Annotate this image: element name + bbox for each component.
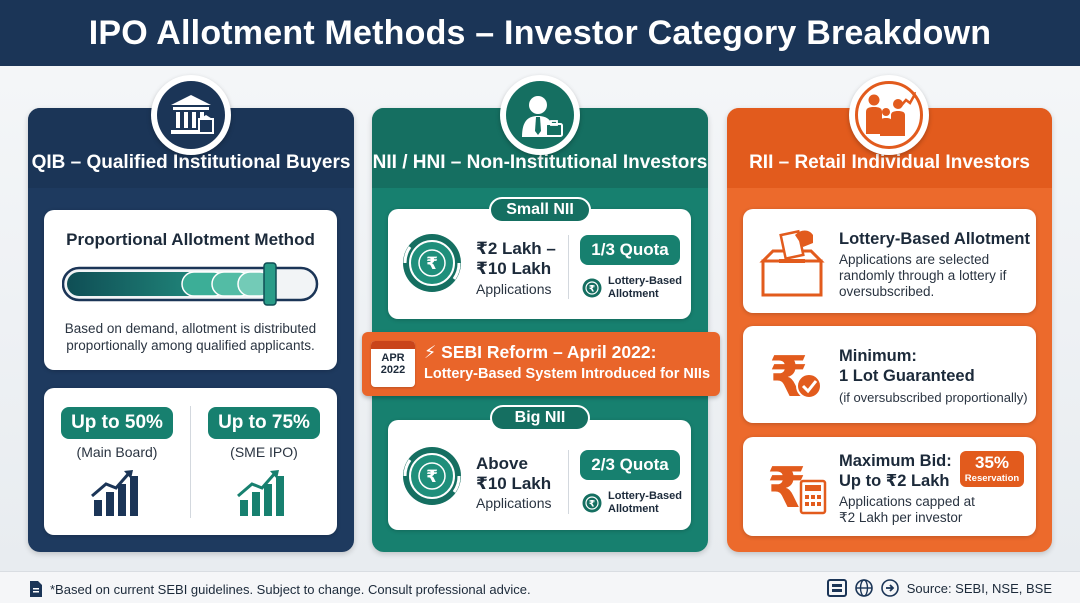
page-header: IPO Allotment Methods – Investor Categor… (0, 0, 1080, 66)
footer-disclaimer: *Based on current SEBI guidelines. Subje… (28, 580, 531, 598)
rii-lottery-card: Lottery-Based Allotment Applications are… (743, 209, 1036, 313)
rii-title: RII – Retail Individual Investors (749, 152, 1030, 173)
rii-minimum-card: ₹ Minimum: 1 Lot Guaranteed (if oversubs… (743, 326, 1036, 423)
main-board-label: (Main Board) (76, 444, 158, 460)
qib-title: QIB – Qualified Institutional Buyers (31, 152, 351, 173)
main-board-quota: Up to 50% (61, 407, 173, 439)
qib-badge (151, 75, 231, 155)
arrow-circle-icon (880, 579, 899, 597)
big-nii-tag: Big NII (490, 405, 590, 431)
rupee-check-icon: ₹ (765, 344, 825, 410)
big-nii-method: ₹ Lottery-Based Allotment (582, 490, 682, 516)
big-nii-applications: Applications (476, 495, 552, 511)
svg-text:₹: ₹ (426, 254, 438, 274)
growth-chart-icon (234, 470, 292, 523)
minimum-desc: (if oversubscribed proportionally) (839, 390, 1028, 405)
proportional-method-title: Proportional Allotment Method (66, 230, 315, 249)
rii-maximum-card: ₹ Maximum Bid: Up to ₹2 Lakh Application… (743, 437, 1036, 536)
reservation-percent: 35% (974, 453, 1010, 472)
small-nii-divider (568, 235, 569, 299)
page-title: IPO Allotment Methods – Investor Categor… (88, 13, 992, 52)
big-nii-quota: 2/3 Quota (580, 450, 680, 480)
quota-divider (190, 406, 191, 518)
lottery-coin-icon: ₹ (582, 278, 602, 298)
small-nii-method: ₹ Lottery-Based Allotment (582, 275, 682, 301)
lottery-desc: Applications are selected randomly throu… (839, 252, 1007, 299)
qib-header: QIB – Qualified Institutional Buyers (28, 108, 354, 188)
maximum-title: Maximum Bid: Up to ₹2 Lakh (839, 452, 952, 490)
reservation-badge: 35% Reservation (960, 451, 1024, 487)
lottery-title: Lottery-Based Allotment (839, 230, 1030, 248)
small-nii-quota: 1/3 Quota (580, 235, 680, 265)
maximum-desc: Applications capped at ₹2 Lakh per inves… (839, 494, 975, 525)
reform-subtitle: Lottery-Based System Introduced for NIIs (424, 366, 711, 382)
svg-text:₹: ₹ (426, 467, 438, 487)
svg-text:₹: ₹ (589, 285, 595, 295)
footer-source: Source: SEBI, NSE, BSE (826, 579, 1052, 597)
lottery-coin-icon: ₹ (582, 493, 602, 513)
reform-month: APR (381, 352, 405, 364)
rupee-calculator-icon: ₹ (765, 453, 829, 522)
growth-chart-icon (88, 470, 146, 523)
svg-text:₹: ₹ (767, 456, 806, 517)
reservation-label: Reservation (964, 473, 1020, 484)
minimum-title: Minimum: 1 Lot Guaranteed (839, 347, 975, 385)
big-nii-amount: Above ₹10 Lakh (476, 454, 552, 493)
rii-badge (849, 75, 929, 155)
qib-quota-card: Up to 50% (Main Board) Up to 75% (SME IP… (44, 388, 337, 535)
ballot-box-icon (759, 225, 825, 302)
small-nii-card: ₹ ₹2 Lakh – ₹10 Lakh Applications 1/3 Qu… (388, 209, 691, 319)
nii-badge (500, 75, 580, 155)
big-nii-divider (568, 450, 569, 514)
calendar-icon: APR 2022 (371, 341, 415, 387)
sebi-logo-icon (826, 579, 847, 597)
businessman-icon (522, 96, 563, 137)
footer: *Based on current SEBI guidelines. Subje… (0, 571, 1080, 603)
rupee-coin-icon: ₹ (402, 446, 462, 511)
rupee-coin-icon: ₹ (402, 233, 462, 298)
small-nii-tag: Small NII (489, 197, 591, 223)
proportional-allotment-card: Proportional Allotment Method Based on d… (44, 210, 337, 370)
small-nii-amount: ₹2 Lakh – ₹10 Lakh (476, 239, 556, 278)
globe-icon (854, 579, 873, 597)
big-nii-card: ₹ Above ₹10 Lakh Applications 2/3 Quota … (388, 420, 691, 530)
svg-text:₹: ₹ (589, 500, 595, 510)
sme-ipo-quota: Up to 75% (208, 407, 320, 439)
bank-icon (171, 95, 214, 134)
small-nii-applications: Applications (476, 281, 552, 297)
reform-year: 2022 (380, 364, 406, 376)
reform-title: ⚡ SEBI Reform – April 2022: (424, 342, 657, 362)
nii-title: NII / HNI – Non-Institutional Investors (372, 152, 708, 173)
sebi-reform-banner: APR 2022 ⚡ SEBI Reform – April 2022: Lot… (362, 332, 720, 396)
family-growth-icon (866, 92, 917, 136)
sme-ipo-label: (SME IPO) (230, 444, 298, 460)
proportional-method-desc: Based on demand, allotment is distribute… (64, 321, 317, 353)
proportional-progress-bar (61, 262, 320, 306)
document-icon (30, 581, 42, 597)
